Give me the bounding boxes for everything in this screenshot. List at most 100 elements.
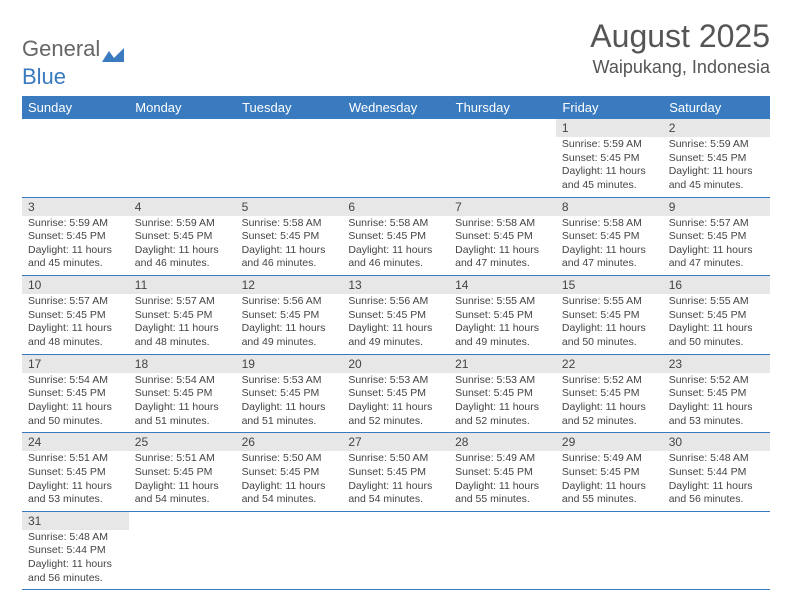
day-number: 6 (342, 198, 449, 216)
calendar-week-row: 31Sunrise: 5:48 AMSunset: 5:44 PMDayligh… (22, 511, 770, 590)
day-number: 18 (129, 355, 236, 373)
day-number: 1 (556, 119, 663, 137)
logo-text-general: General (22, 36, 100, 62)
day-content: Sunrise: 5:48 AMSunset: 5:44 PMDaylight:… (22, 530, 129, 590)
calendar-day-cell: 26Sunrise: 5:50 AMSunset: 5:45 PMDayligh… (236, 433, 343, 512)
day-content: Sunrise: 5:53 AMSunset: 5:45 PMDaylight:… (342, 373, 449, 433)
calendar-day-cell: 18Sunrise: 5:54 AMSunset: 5:45 PMDayligh… (129, 354, 236, 433)
day-content: Sunrise: 5:58 AMSunset: 5:45 PMDaylight:… (556, 216, 663, 276)
day-number: 29 (556, 433, 663, 451)
calendar-day-cell: 25Sunrise: 5:51 AMSunset: 5:45 PMDayligh… (129, 433, 236, 512)
day-number: 11 (129, 276, 236, 294)
day-number: 21 (449, 355, 556, 373)
calendar-day-cell: 6Sunrise: 5:58 AMSunset: 5:45 PMDaylight… (342, 197, 449, 276)
weekday-header-row: SundayMondayTuesdayWednesdayThursdayFrid… (22, 96, 770, 119)
day-number: 13 (342, 276, 449, 294)
calendar-day-cell: 10Sunrise: 5:57 AMSunset: 5:45 PMDayligh… (22, 276, 129, 355)
calendar-day-cell: 15Sunrise: 5:55 AMSunset: 5:45 PMDayligh… (556, 276, 663, 355)
day-content: Sunrise: 5:49 AMSunset: 5:45 PMDaylight:… (556, 451, 663, 511)
day-number: 9 (663, 198, 770, 216)
calendar-day-cell: 31Sunrise: 5:48 AMSunset: 5:44 PMDayligh… (22, 511, 129, 590)
calendar-day-cell: . (342, 511, 449, 590)
day-content: Sunrise: 5:57 AMSunset: 5:45 PMDaylight:… (663, 216, 770, 276)
calendar-table: SundayMondayTuesdayWednesdayThursdayFrid… (22, 96, 770, 590)
day-content: Sunrise: 5:50 AMSunset: 5:45 PMDaylight:… (236, 451, 343, 511)
calendar-day-cell: 22Sunrise: 5:52 AMSunset: 5:45 PMDayligh… (556, 354, 663, 433)
calendar-day-cell: 20Sunrise: 5:53 AMSunset: 5:45 PMDayligh… (342, 354, 449, 433)
calendar-day-cell: 14Sunrise: 5:55 AMSunset: 5:45 PMDayligh… (449, 276, 556, 355)
day-number: 12 (236, 276, 343, 294)
weekday-header: Friday (556, 96, 663, 119)
day-number: 14 (449, 276, 556, 294)
day-number: 7 (449, 198, 556, 216)
day-content: Sunrise: 5:55 AMSunset: 5:45 PMDaylight:… (663, 294, 770, 354)
day-number: 15 (556, 276, 663, 294)
day-content: Sunrise: 5:56 AMSunset: 5:45 PMDaylight:… (236, 294, 343, 354)
day-content: Sunrise: 5:59 AMSunset: 5:45 PMDaylight:… (663, 137, 770, 197)
day-content: Sunrise: 5:56 AMSunset: 5:45 PMDaylight:… (342, 294, 449, 354)
calendar-day-cell: 2Sunrise: 5:59 AMSunset: 5:45 PMDaylight… (663, 119, 770, 197)
day-content: Sunrise: 5:54 AMSunset: 5:45 PMDaylight:… (22, 373, 129, 433)
day-content: Sunrise: 5:59 AMSunset: 5:45 PMDaylight:… (129, 216, 236, 276)
day-content: Sunrise: 5:54 AMSunset: 5:45 PMDaylight:… (129, 373, 236, 433)
day-content: Sunrise: 5:49 AMSunset: 5:45 PMDaylight:… (449, 451, 556, 511)
calendar-day-cell: 13Sunrise: 5:56 AMSunset: 5:45 PMDayligh… (342, 276, 449, 355)
day-number: 2 (663, 119, 770, 137)
day-content: Sunrise: 5:57 AMSunset: 5:45 PMDaylight:… (129, 294, 236, 354)
calendar-day-cell: 8Sunrise: 5:58 AMSunset: 5:45 PMDaylight… (556, 197, 663, 276)
calendar-day-cell: 5Sunrise: 5:58 AMSunset: 5:45 PMDaylight… (236, 197, 343, 276)
month-title: August 2025 (590, 18, 770, 55)
day-number: 24 (22, 433, 129, 451)
calendar-day-cell: 19Sunrise: 5:53 AMSunset: 5:45 PMDayligh… (236, 354, 343, 433)
calendar-week-row: . . . . . 1Sunrise: 5:59 AMSunset: 5:45 … (22, 119, 770, 197)
day-number: 27 (342, 433, 449, 451)
day-content: Sunrise: 5:57 AMSunset: 5:45 PMDaylight:… (22, 294, 129, 354)
calendar-day-cell: . (449, 511, 556, 590)
day-number: 3 (22, 198, 129, 216)
calendar-day-cell: . (663, 511, 770, 590)
logo-text-blue: Blue (22, 64, 770, 90)
calendar-day-cell: 27Sunrise: 5:50 AMSunset: 5:45 PMDayligh… (342, 433, 449, 512)
calendar-day-cell: 11Sunrise: 5:57 AMSunset: 5:45 PMDayligh… (129, 276, 236, 355)
day-content: Sunrise: 5:51 AMSunset: 5:45 PMDaylight:… (129, 451, 236, 511)
calendar-day-cell: 4Sunrise: 5:59 AMSunset: 5:45 PMDaylight… (129, 197, 236, 276)
calendar-day-cell: 23Sunrise: 5:52 AMSunset: 5:45 PMDayligh… (663, 354, 770, 433)
day-number: 28 (449, 433, 556, 451)
calendar-day-cell: 1Sunrise: 5:59 AMSunset: 5:45 PMDaylight… (556, 119, 663, 197)
calendar-day-cell: 17Sunrise: 5:54 AMSunset: 5:45 PMDayligh… (22, 354, 129, 433)
calendar-day-cell: . (129, 511, 236, 590)
day-content: Sunrise: 5:53 AMSunset: 5:45 PMDaylight:… (236, 373, 343, 433)
day-content: Sunrise: 5:55 AMSunset: 5:45 PMDaylight:… (449, 294, 556, 354)
calendar-day-cell: 24Sunrise: 5:51 AMSunset: 5:45 PMDayligh… (22, 433, 129, 512)
day-content: Sunrise: 5:52 AMSunset: 5:45 PMDaylight:… (663, 373, 770, 433)
day-number: 17 (22, 355, 129, 373)
day-number: 23 (663, 355, 770, 373)
day-number: 4 (129, 198, 236, 216)
calendar-week-row: 17Sunrise: 5:54 AMSunset: 5:45 PMDayligh… (22, 354, 770, 433)
day-content: Sunrise: 5:59 AMSunset: 5:45 PMDaylight:… (556, 137, 663, 197)
calendar-day-cell: 3Sunrise: 5:59 AMSunset: 5:45 PMDaylight… (22, 197, 129, 276)
weekday-header: Tuesday (236, 96, 343, 119)
weekday-header: Thursday (449, 96, 556, 119)
logo: General (22, 36, 124, 62)
day-number: 26 (236, 433, 343, 451)
calendar-day-cell: . (236, 119, 343, 197)
day-content: Sunrise: 5:51 AMSunset: 5:45 PMDaylight:… (22, 451, 129, 511)
day-number: 16 (663, 276, 770, 294)
day-content: Sunrise: 5:59 AMSunset: 5:45 PMDaylight:… (22, 216, 129, 276)
day-number: 20 (342, 355, 449, 373)
day-content: Sunrise: 5:50 AMSunset: 5:45 PMDaylight:… (342, 451, 449, 511)
weekday-header: Sunday (22, 96, 129, 119)
day-content: Sunrise: 5:53 AMSunset: 5:45 PMDaylight:… (449, 373, 556, 433)
calendar-day-cell: 28Sunrise: 5:49 AMSunset: 5:45 PMDayligh… (449, 433, 556, 512)
calendar-day-cell: 21Sunrise: 5:53 AMSunset: 5:45 PMDayligh… (449, 354, 556, 433)
calendar-day-cell: . (129, 119, 236, 197)
day-number: 22 (556, 355, 663, 373)
weekday-header: Wednesday (342, 96, 449, 119)
weekday-header: Monday (129, 96, 236, 119)
calendar-day-cell: . (449, 119, 556, 197)
calendar-week-row: 10Sunrise: 5:57 AMSunset: 5:45 PMDayligh… (22, 276, 770, 355)
weekday-header: Saturday (663, 96, 770, 119)
day-content: Sunrise: 5:48 AMSunset: 5:44 PMDaylight:… (663, 451, 770, 511)
day-content: Sunrise: 5:58 AMSunset: 5:45 PMDaylight:… (449, 216, 556, 276)
